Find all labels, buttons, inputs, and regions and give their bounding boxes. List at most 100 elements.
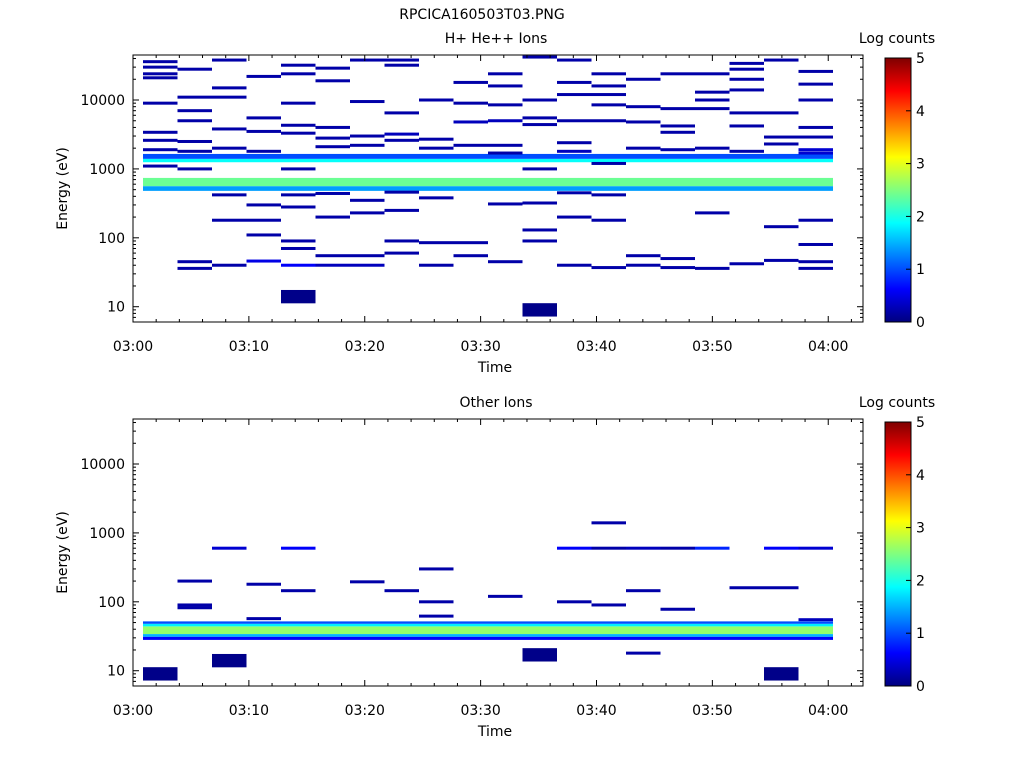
- data-cell: [522, 648, 557, 662]
- data-cell: [315, 254, 350, 258]
- data-cell: [246, 116, 281, 120]
- data-cell: [212, 127, 247, 131]
- data-cell: [419, 137, 454, 141]
- data-cell: [315, 66, 350, 70]
- data-cell: [246, 259, 281, 263]
- data-cell: [143, 138, 178, 142]
- data-cell: [729, 77, 764, 81]
- data-cell: [453, 80, 488, 84]
- y-axis-label: Energy (eV): [55, 147, 71, 230]
- data-cell: [281, 239, 316, 243]
- data-cell: [591, 72, 626, 76]
- data-cell: [384, 208, 419, 212]
- figure-title: RPCICA160503T03.PNG: [399, 7, 564, 23]
- data-cell: [626, 651, 661, 655]
- data-cell: [557, 191, 592, 195]
- data-cell: [764, 58, 799, 62]
- colorbar-tick-label: 3: [916, 157, 925, 173]
- data-cell: [384, 58, 419, 62]
- data-cell: [660, 107, 695, 111]
- data-cell: [488, 594, 523, 598]
- x-tick-label: 03:50: [692, 339, 732, 355]
- data-cell: [177, 603, 212, 607]
- data-cell: [729, 149, 764, 153]
- data-cell: [281, 193, 316, 197]
- data-cell: [350, 58, 385, 62]
- data-cell: [557, 93, 592, 97]
- data-cell: [143, 76, 178, 80]
- data-cell: [281, 546, 316, 550]
- data-cell: [419, 196, 454, 200]
- y-tick-label: 100: [98, 595, 125, 611]
- data-cell: [557, 141, 592, 145]
- data-cell: [626, 120, 661, 124]
- data-cell: [488, 84, 523, 88]
- data-cell: [488, 151, 523, 155]
- data-cell: [764, 258, 799, 262]
- data-cell: [177, 119, 212, 123]
- x-tick-label: 03:10: [229, 703, 269, 719]
- x-tick-label: 03:30: [460, 339, 500, 355]
- y-tick-label: 1000: [89, 526, 125, 542]
- data-cell: [729, 586, 764, 590]
- data-cell: [798, 151, 833, 155]
- y-tick-label: 10: [107, 664, 125, 680]
- data-cell: [212, 263, 247, 267]
- data-cell: [350, 263, 385, 267]
- data-cell: [764, 111, 799, 115]
- x-tick-label: 03:10: [229, 339, 269, 355]
- data-cell: [591, 603, 626, 607]
- data-cell: [384, 239, 419, 243]
- x-tick-label: 03:00: [113, 703, 153, 719]
- data-cell: [419, 600, 454, 604]
- data-cell: [453, 120, 488, 124]
- data-cell: [177, 606, 212, 610]
- colorbar: [884, 421, 912, 687]
- data-cell: [384, 138, 419, 142]
- data-cell: [350, 211, 385, 215]
- data-cell: [591, 266, 626, 270]
- data-cell: [453, 143, 488, 147]
- data-cell: [798, 546, 833, 550]
- data-cell: [522, 98, 557, 102]
- colorbar-tick-label: 0: [916, 315, 925, 331]
- data-cell: [522, 201, 557, 205]
- band-1: [143, 623, 833, 627]
- data-cell: [488, 119, 523, 123]
- colorbar-tick-label: 2: [916, 209, 925, 225]
- data-cell: [557, 263, 592, 267]
- data-cell: [522, 116, 557, 120]
- data-cell: [281, 101, 316, 105]
- plot-frame: [132, 54, 864, 323]
- data-cell: [143, 130, 178, 134]
- band-0: [143, 626, 833, 635]
- data-cell: [488, 202, 523, 206]
- data-cell: [798, 135, 833, 139]
- band-1: [143, 186, 833, 191]
- x-tick-label: 03:00: [113, 339, 153, 355]
- data-cell: [143, 148, 178, 152]
- data-cell: [212, 218, 247, 222]
- y-tick-label: 100: [98, 231, 125, 247]
- data-cell: [384, 132, 419, 136]
- data-cell: [246, 233, 281, 237]
- data-cell: [591, 119, 626, 123]
- x-tick-label: 03:20: [345, 703, 385, 719]
- plot-frame: [132, 418, 864, 687]
- data-cell: [384, 251, 419, 255]
- y-axis-label: Energy (eV): [55, 511, 71, 594]
- x-tick-label: 03:40: [576, 703, 616, 719]
- data-cell: [177, 95, 212, 99]
- data-cell: [350, 254, 385, 258]
- panel-title: Other Ions: [459, 395, 532, 411]
- data-cell: [591, 218, 626, 222]
- colorbar-label: Log counts: [859, 395, 935, 411]
- data-cell: [591, 93, 626, 97]
- data-cell: [591, 193, 626, 197]
- band-0: [143, 177, 833, 187]
- data-cell: [660, 266, 695, 270]
- data-cell: [591, 161, 626, 165]
- data-cell: [246, 129, 281, 133]
- panel-title: H+ He++ Ions: [445, 31, 548, 47]
